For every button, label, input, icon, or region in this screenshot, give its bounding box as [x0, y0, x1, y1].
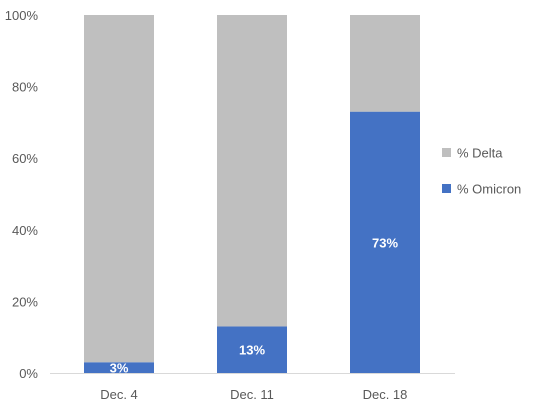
y-tick-label: 40% — [12, 223, 38, 238]
legend-label-omicron: % Omicron — [457, 182, 521, 197]
data-label: 3% — [110, 361, 129, 376]
x-tick-label: Dec. 4 — [100, 387, 138, 402]
legend-swatch-delta — [442, 148, 451, 157]
bar-omicron-2 — [217, 326, 287, 373]
y-tick-label: 80% — [12, 80, 38, 95]
x-axis: Dec. 4 Dec. 11 Dec. 18 — [50, 373, 455, 402]
legend-label-delta: % Delta — [457, 146, 503, 161]
y-tick-label: 20% — [12, 294, 38, 309]
x-tick-label: Dec. 11 — [230, 387, 274, 402]
bar-delta-3 — [350, 15, 420, 112]
bar-delta-2 — [217, 15, 287, 327]
x-tick-label: Dec. 18 — [363, 387, 408, 402]
bar-omicron-3 — [350, 111, 420, 373]
data-label: 73% — [372, 235, 398, 250]
bar-omicron-1 — [84, 362, 154, 373]
bars: 3% 13% 73% — [84, 15, 420, 376]
legend-swatch-omicron — [442, 184, 451, 193]
legend: % Delta % Omicron — [442, 146, 521, 197]
y-tick-label: 100% — [5, 8, 39, 23]
y-axis: 0% 20% 40% 60% 80% 100% — [5, 8, 39, 381]
y-tick-label: 60% — [12, 151, 38, 166]
data-label: 13% — [239, 343, 265, 358]
y-tick-label: 0% — [19, 366, 38, 381]
bar-delta-1 — [84, 15, 154, 363]
